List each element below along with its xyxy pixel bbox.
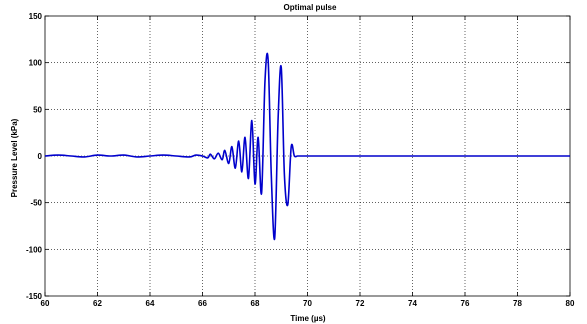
y-axis-title: Pressure Level (kPa) [10, 118, 19, 197]
y-tick-label: 50 [33, 105, 42, 114]
x-tick-label: 66 [198, 299, 207, 308]
y-tick-label: -50 [30, 199, 42, 208]
chart-title: Optimal pulse [284, 3, 337, 12]
axis-ticks: 60 62 64 66 68 70 72 74 76 78 80 -150 -100 -50 0 50 100 1… [26, 12, 575, 308]
y-tick-label: 0 [38, 152, 43, 161]
x-tick-label: 64 [146, 299, 155, 308]
y-tick-label: 150 [29, 12, 43, 21]
x-tick-label: 68 [251, 299, 260, 308]
x-tick-label: 60 [41, 299, 50, 308]
x-tick-label: 62 [93, 299, 102, 308]
y-tick-label: 100 [29, 59, 43, 68]
y-tick-label: -150 [26, 292, 43, 301]
x-tick-label: 70 [303, 299, 312, 308]
x-tick-label: 78 [513, 299, 522, 308]
y-tick-label: -100 [26, 245, 43, 254]
x-axis-title: Time (µs) [290, 314, 325, 323]
x-tick-label: 76 [461, 299, 470, 308]
pulse-line [44, 52, 570, 241]
x-tick-label: 72 [356, 299, 365, 308]
x-tick-label: 80 [566, 299, 575, 308]
x-tick-label: 74 [408, 299, 417, 308]
